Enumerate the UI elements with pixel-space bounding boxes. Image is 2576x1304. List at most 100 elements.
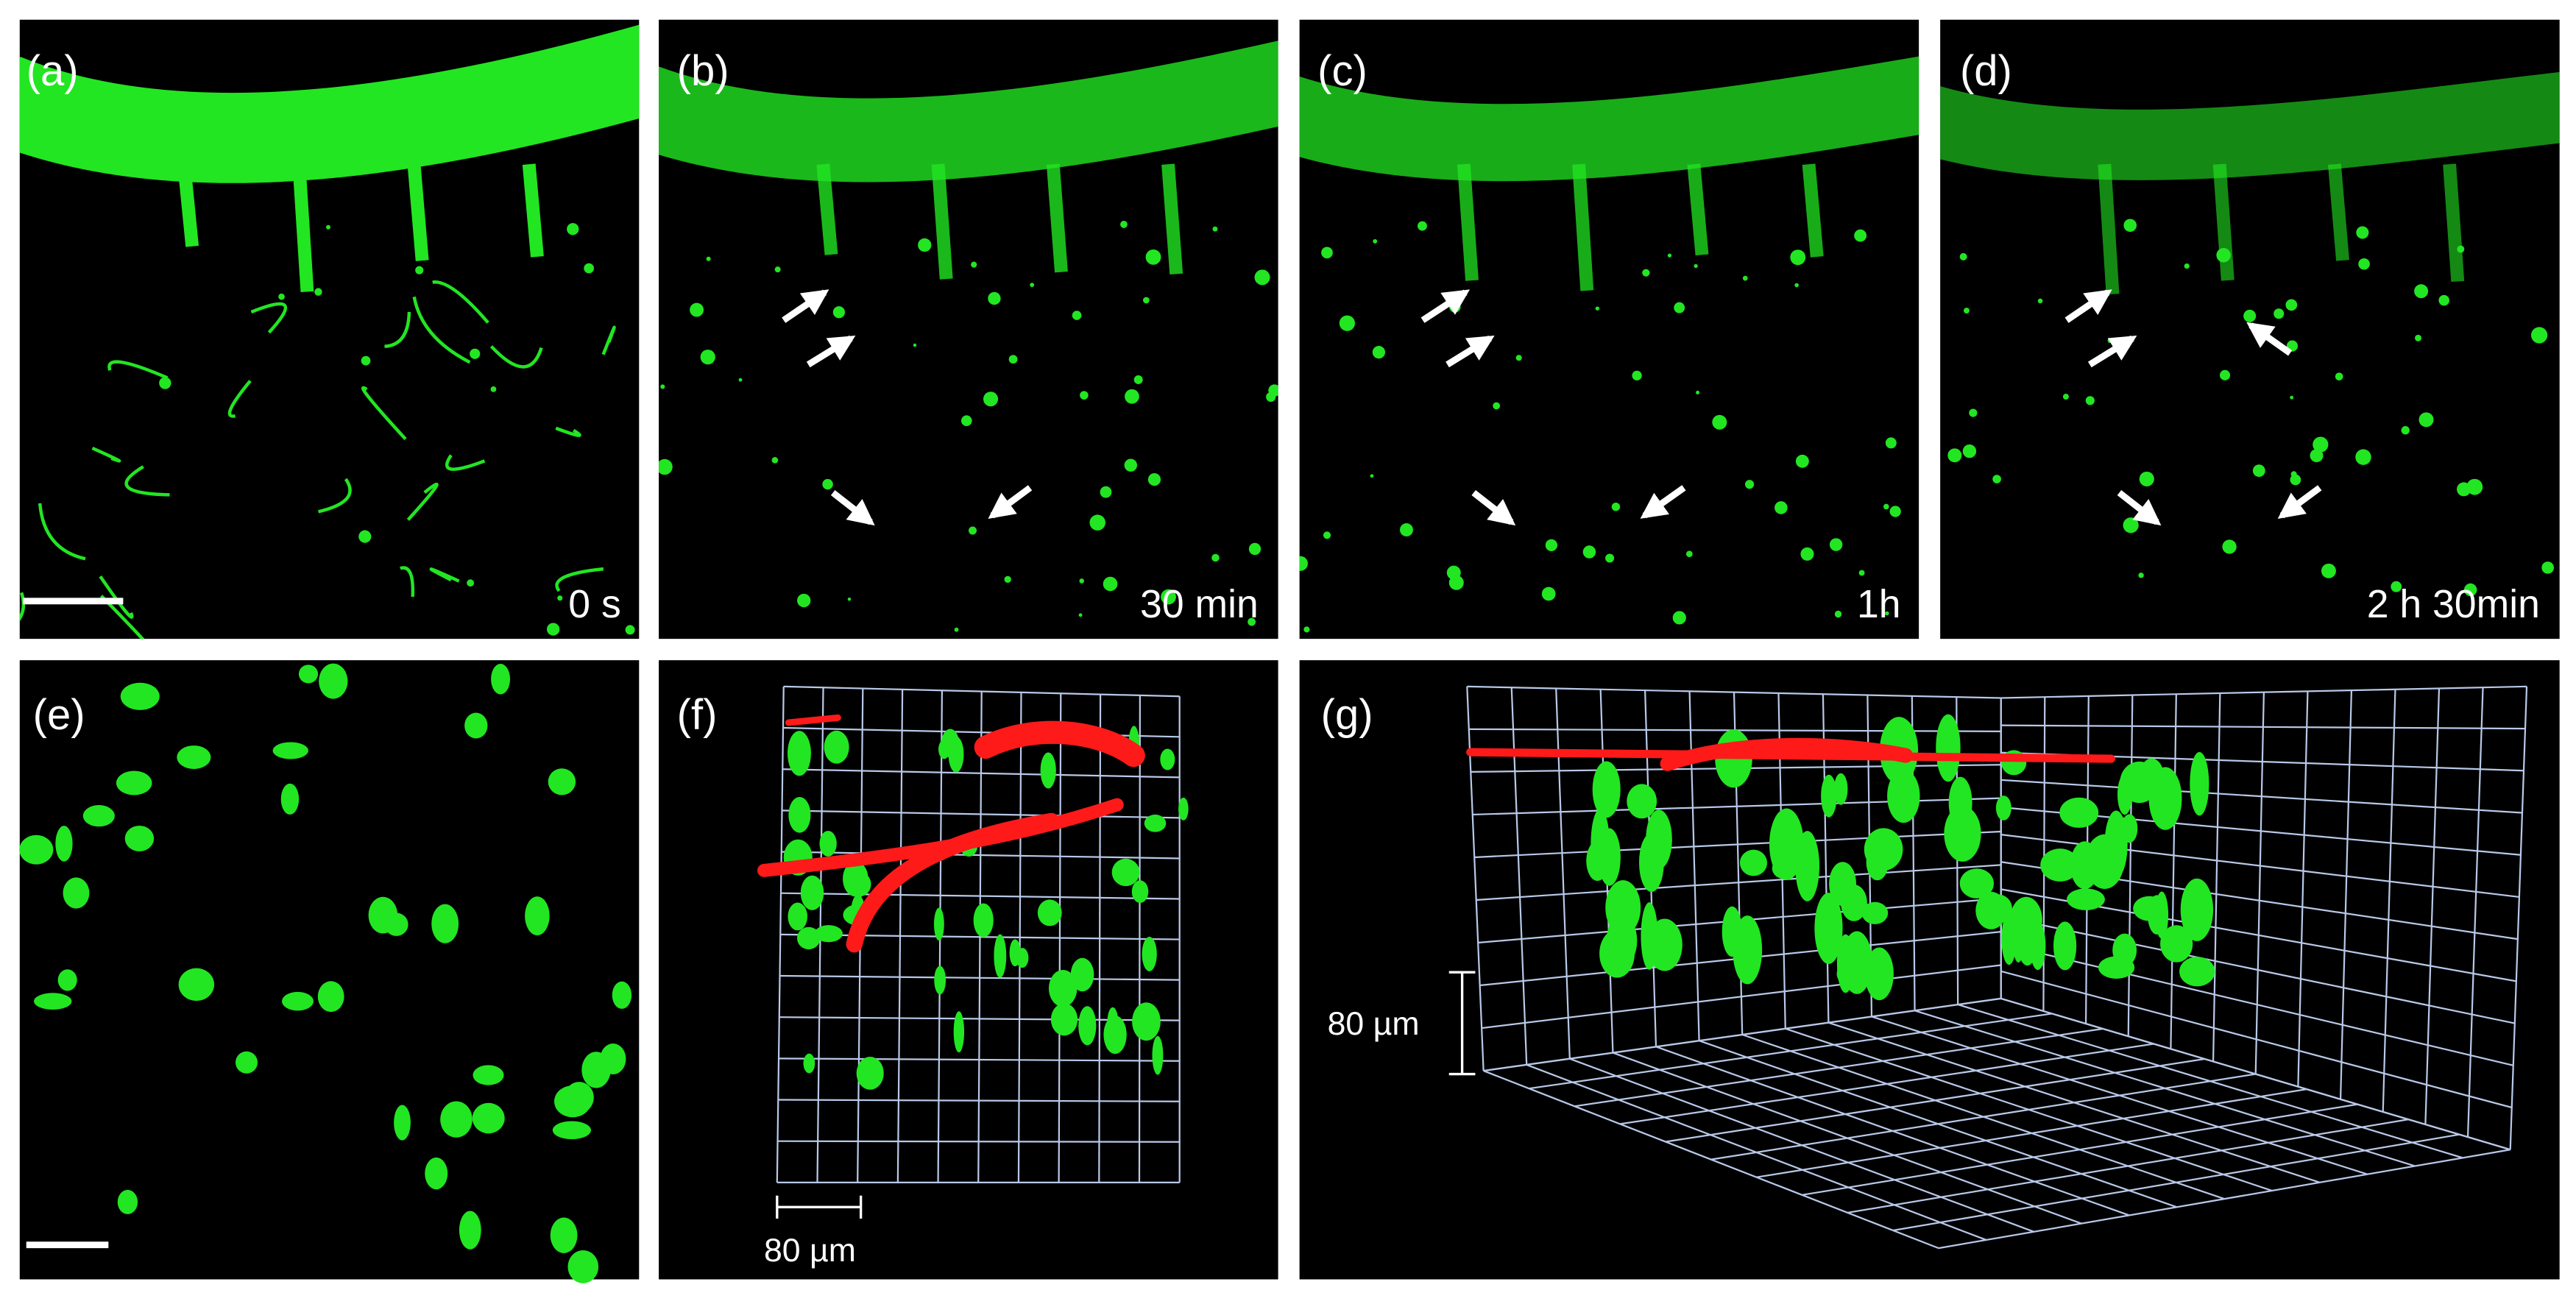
cell <box>2290 474 2301 486</box>
cell <box>1160 748 1175 770</box>
cell <box>774 266 781 273</box>
cell <box>2463 583 2477 597</box>
cell <box>1299 556 1308 571</box>
cell <box>1744 480 1755 489</box>
cell <box>934 907 944 941</box>
grid-line <box>1847 1119 2409 1214</box>
cell <box>1739 849 1768 876</box>
cell <box>2243 309 2257 322</box>
cell <box>2084 857 2120 885</box>
process <box>400 566 415 598</box>
cell <box>918 238 932 252</box>
cell <box>1078 613 1083 617</box>
cell <box>557 595 563 601</box>
cell <box>55 826 73 862</box>
branch <box>1046 163 1068 273</box>
scale-label: 80 µm <box>1328 1006 1420 1042</box>
cell <box>1794 283 1799 288</box>
cell <box>1515 355 1522 361</box>
cell <box>1030 283 1035 288</box>
cell <box>2155 891 2169 939</box>
cell <box>467 579 475 587</box>
cell <box>567 223 579 235</box>
cell <box>1694 263 1698 269</box>
cell <box>472 1102 505 1134</box>
cell <box>1790 249 1806 266</box>
cell <box>1248 542 1262 556</box>
cell <box>625 625 635 635</box>
grid-line <box>1665 1057 2205 1143</box>
cell <box>832 306 846 319</box>
vessel <box>785 714 841 726</box>
cell <box>1632 370 1642 380</box>
branch <box>2327 163 2349 261</box>
cell <box>2148 767 2182 830</box>
cell <box>938 740 950 759</box>
cell <box>988 291 1001 305</box>
cell <box>525 896 550 935</box>
cell <box>2139 471 2154 486</box>
cell <box>2030 921 2046 970</box>
cell <box>581 1052 611 1088</box>
cell <box>1323 531 1331 539</box>
cell <box>2184 263 2190 269</box>
vessel <box>1466 748 2115 763</box>
cell <box>1212 226 1218 232</box>
grid-line <box>1756 1088 2307 1178</box>
cell <box>1048 970 1078 1007</box>
cell <box>771 457 779 464</box>
panel-label: (a) <box>26 47 79 95</box>
cell <box>82 805 115 827</box>
cell <box>1178 797 1189 821</box>
cell <box>1545 539 1558 551</box>
cell <box>738 378 743 382</box>
cell <box>983 391 999 407</box>
process <box>445 454 486 471</box>
grid-line <box>781 851 1180 860</box>
cell <box>1111 858 1140 887</box>
cell <box>584 263 595 274</box>
cell <box>1885 437 1897 449</box>
cell <box>2037 298 2043 304</box>
cell <box>1627 784 1657 819</box>
grid-line <box>2000 685 2527 699</box>
cell <box>1078 1006 1097 1046</box>
cell <box>2541 561 2554 574</box>
cell <box>394 1105 411 1141</box>
cell <box>1142 936 1157 971</box>
cell <box>1774 501 1788 514</box>
cell <box>1248 617 1256 626</box>
cell <box>1605 553 1615 563</box>
grid-line <box>2254 692 2265 1074</box>
cell <box>314 288 322 296</box>
cell <box>1959 252 1967 261</box>
cell <box>1883 503 1889 510</box>
cell <box>1541 587 1556 601</box>
cell <box>473 1065 504 1085</box>
process <box>361 386 407 441</box>
cell <box>1992 475 2001 483</box>
cell <box>824 730 849 764</box>
branch <box>1161 163 1183 275</box>
time-label: 30 min <box>1140 583 1259 626</box>
cell <box>117 1189 138 1214</box>
cell <box>1769 808 1804 880</box>
cell <box>1103 1015 1127 1055</box>
cell <box>2219 369 2231 380</box>
cell <box>159 377 171 389</box>
cell <box>1586 840 1609 882</box>
process <box>250 302 288 334</box>
cell <box>1611 503 1621 511</box>
cell <box>803 1053 815 1074</box>
branch <box>1687 163 1709 256</box>
cell <box>2120 761 2159 804</box>
cell <box>843 861 868 897</box>
cell <box>659 458 673 475</box>
branch <box>1572 163 1594 291</box>
cell <box>1814 893 1843 964</box>
process <box>406 482 439 521</box>
process <box>555 567 604 592</box>
cell <box>847 597 852 601</box>
grid-line <box>2424 688 2441 1125</box>
